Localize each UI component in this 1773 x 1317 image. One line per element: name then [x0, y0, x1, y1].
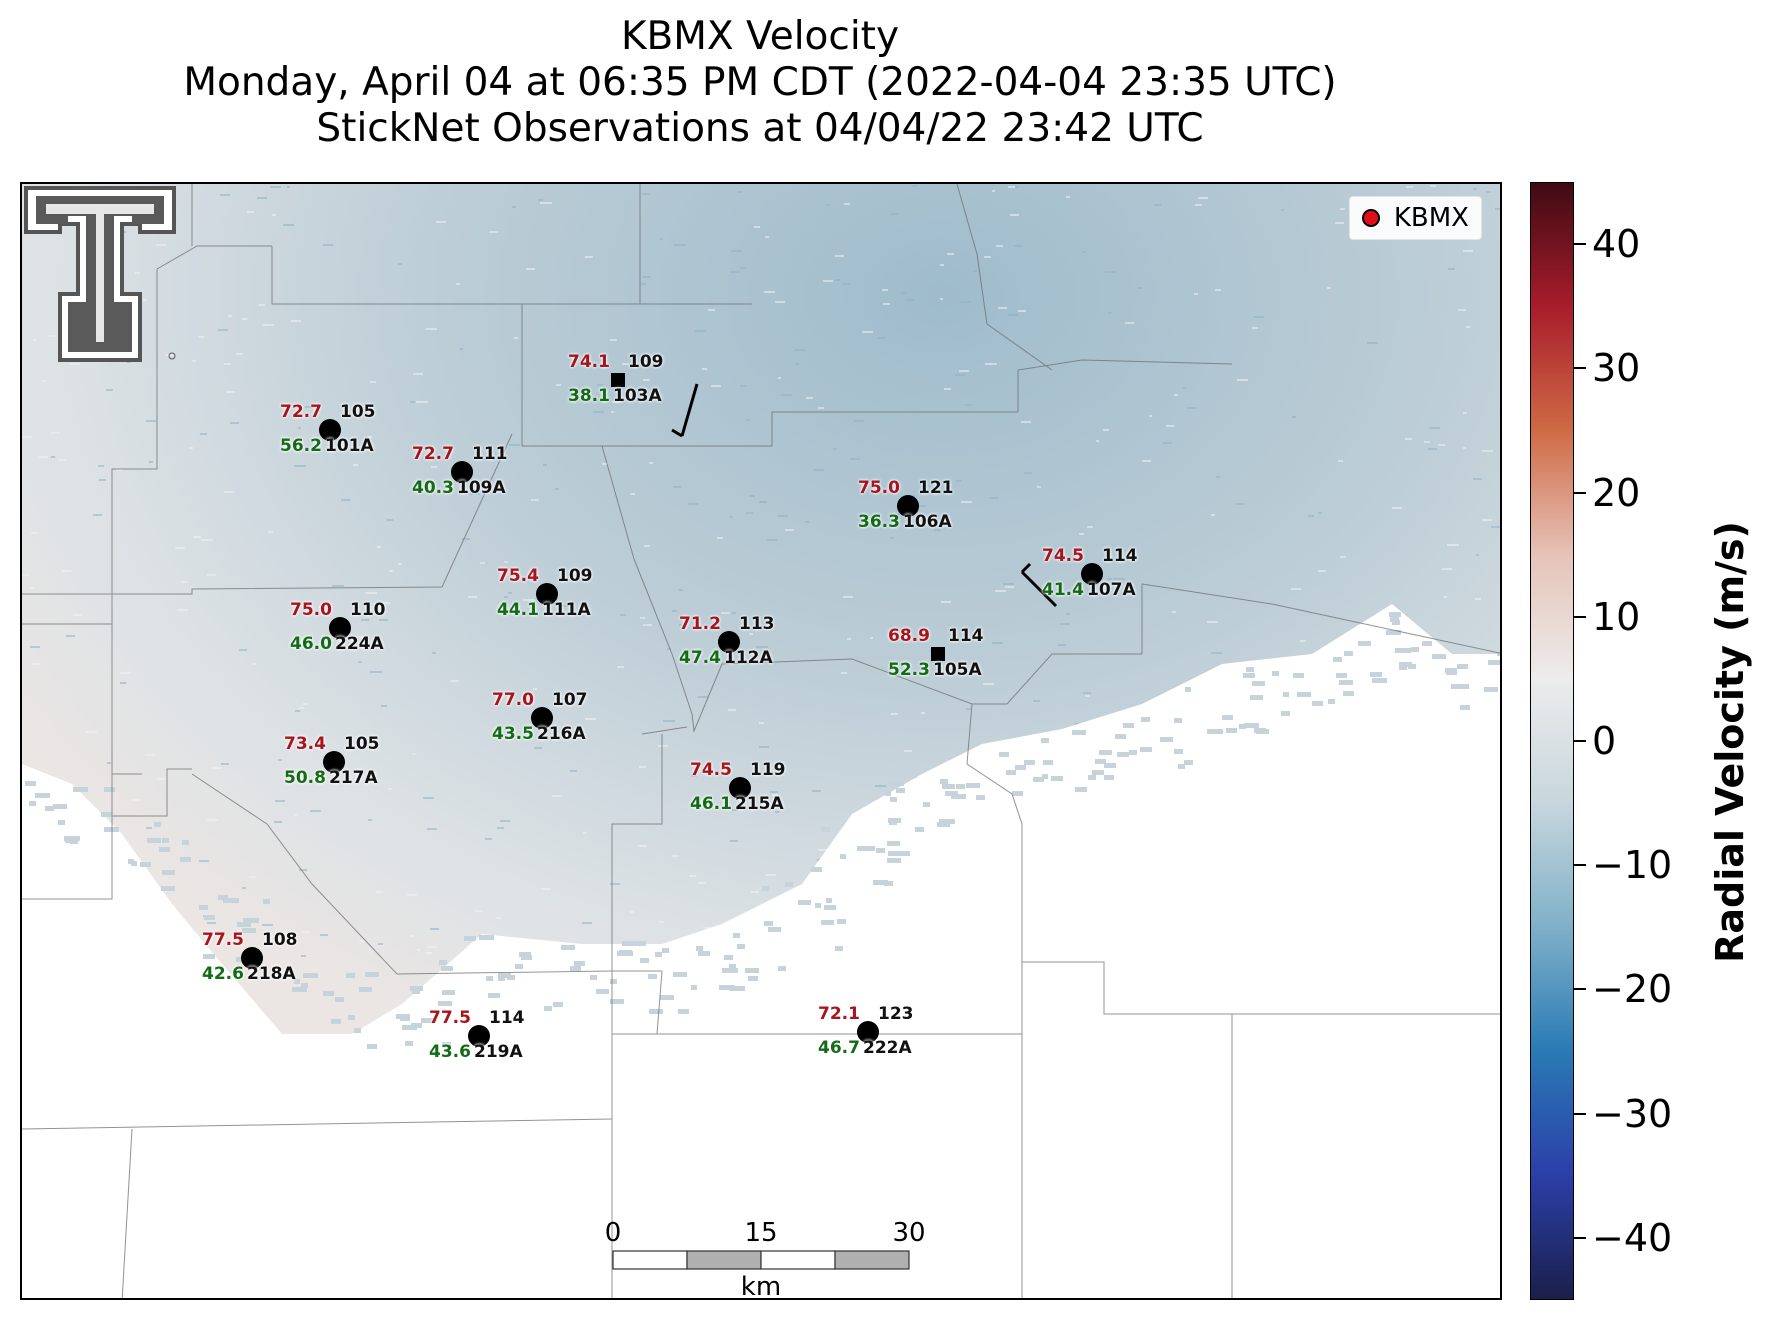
county-boundaries: [22, 184, 1500, 1298]
colorbar-tick-label: 0: [1592, 719, 1617, 763]
radar-map-canvas: [22, 184, 1500, 1298]
station-number: 123: [878, 1004, 914, 1024]
station-id: 105A: [933, 660, 982, 680]
scale-unit: km: [740, 1272, 782, 1300]
colorbar-tick-mark: [1574, 864, 1586, 867]
station-id: 224A: [335, 634, 384, 654]
station-number: 107: [552, 690, 588, 710]
station-number: 121: [918, 478, 954, 498]
station-wind: 43.5: [492, 724, 534, 744]
station-id: 112A: [724, 648, 773, 668]
station-gust: 75.0: [290, 600, 332, 620]
station-number: 109: [557, 566, 593, 586]
station-id: 107A: [1087, 580, 1136, 600]
scale-bar: 0 15 30 km: [605, 1214, 926, 1298]
figure-title: KBMX Velocity Monday, April 04 at 06:35 …: [0, 14, 1520, 152]
station-id: 215A: [735, 794, 784, 814]
station-number: 105: [340, 402, 376, 422]
colorbar: [1530, 182, 1574, 1300]
station-gust: 72.7: [412, 444, 454, 464]
colorbar-tick-label: 30: [1592, 346, 1641, 391]
colorbar-tick-label: −40: [1592, 1215, 1673, 1260]
station-gust: 74.1: [568, 352, 610, 372]
scale-label-15: 15: [744, 1218, 778, 1248]
station-number: 109: [628, 352, 664, 372]
station-gust: 72.7: [280, 402, 322, 422]
station-number: 119: [750, 760, 786, 780]
title-line-1: KBMX Velocity: [620, 14, 900, 59]
station-number: 114: [948, 626, 984, 646]
colorbar-tick-mark: [1574, 1112, 1586, 1115]
station-wind: 42.6: [202, 964, 244, 984]
station-wind: 56.2: [280, 436, 322, 456]
station-wind: 46.7: [818, 1038, 860, 1058]
station-wind: 41.4: [1042, 580, 1084, 600]
station-id: 217A: [329, 768, 378, 788]
station-wind: 46.0: [290, 634, 332, 654]
station-id: 101A: [325, 436, 374, 456]
station-gust: 71.2: [679, 614, 721, 634]
station-wind: 44.1: [497, 600, 539, 620]
legend-label: KBMX: [1393, 203, 1469, 233]
colorbar-tick-label: 20: [1592, 470, 1641, 515]
station-wind: 46.1: [690, 794, 732, 814]
station-wind: 40.3: [412, 478, 454, 498]
colorbar-tick-label: −10: [1592, 843, 1673, 888]
station-wind: 43.6: [429, 1042, 471, 1062]
station-gust: 75.0: [858, 478, 900, 498]
station-id: 222A: [863, 1038, 912, 1058]
station-wind: 47.4: [679, 648, 721, 668]
station-number: 108: [262, 930, 298, 950]
station-number: 113: [739, 614, 775, 634]
velocity-edge-pixels: [25, 612, 1500, 1049]
station-number: 105: [344, 734, 380, 754]
velocity-field: [22, 184, 1500, 1034]
station-gust: 77.0: [492, 690, 534, 710]
station-wind: 52.3: [888, 660, 930, 680]
station-id: 218A: [247, 964, 296, 984]
scale-label-30: 30: [892, 1218, 926, 1248]
radar-map[interactable]: KBMX 72.7 105 56.2 101A 72.7 111 40.3 109A 74.1 1…: [20, 182, 1502, 1300]
colorbar-tick-mark: [1574, 740, 1586, 742]
station-id: 219A: [474, 1042, 523, 1062]
station-id: 106A: [903, 512, 952, 532]
colorbar-tick-label: 10: [1592, 594, 1641, 639]
station-gust: 77.5: [202, 930, 244, 950]
station-gust: 75.4: [497, 566, 539, 586]
station-gust: 74.5: [1042, 546, 1084, 566]
station-number: 114: [1102, 546, 1138, 566]
station-gust: 74.5: [690, 760, 732, 780]
station-id: 216A: [537, 724, 586, 744]
texas-tech-logo-icon: [24, 186, 176, 362]
colorbar-tick-label: −30: [1592, 1091, 1673, 1136]
station-gust: 73.4: [284, 734, 326, 754]
title-line-2: Monday, April 04 at 06:35 PM CDT (2022-0…: [183, 60, 1337, 105]
colorbar-tick-mark: [1574, 615, 1586, 618]
map-legend: KBMX: [1348, 196, 1482, 240]
station-wind: 50.8: [284, 768, 326, 788]
colorbar-tick-mark: [1574, 1236, 1586, 1239]
colorbar-tick-mark: [1574, 988, 1586, 991]
colorbar-title: Radial Velocity (m/s): [1708, 521, 1752, 963]
scale-label-0: 0: [604, 1218, 622, 1248]
station-id: 103A: [613, 386, 662, 406]
station-number: 110: [350, 600, 386, 620]
colorbar-tick-label: 40: [1592, 222, 1641, 267]
station-number: 111: [472, 444, 508, 464]
station-wind: 36.3: [858, 512, 900, 532]
colorbar-tick-mark: [1574, 243, 1586, 246]
station-id: 111A: [542, 600, 591, 620]
station-wind: 38.1: [568, 386, 610, 406]
title-line-3: StickNet Observations at 04/04/22 23:42 …: [316, 106, 1204, 151]
colorbar-tick-label: −20: [1592, 967, 1673, 1012]
station-id: 109A: [457, 478, 506, 498]
kbmx-radar-marker-icon: [1361, 209, 1380, 227]
station-number: 114: [489, 1008, 525, 1028]
scale-bar-segments: [612, 1250, 910, 1270]
colorbar-tick-mark: [1574, 491, 1586, 494]
station-gust: 72.1: [818, 1004, 860, 1024]
station-gust: 68.9: [888, 626, 930, 646]
station-gust: 77.5: [429, 1008, 471, 1028]
colorbar-tick-mark: [1574, 367, 1586, 370]
